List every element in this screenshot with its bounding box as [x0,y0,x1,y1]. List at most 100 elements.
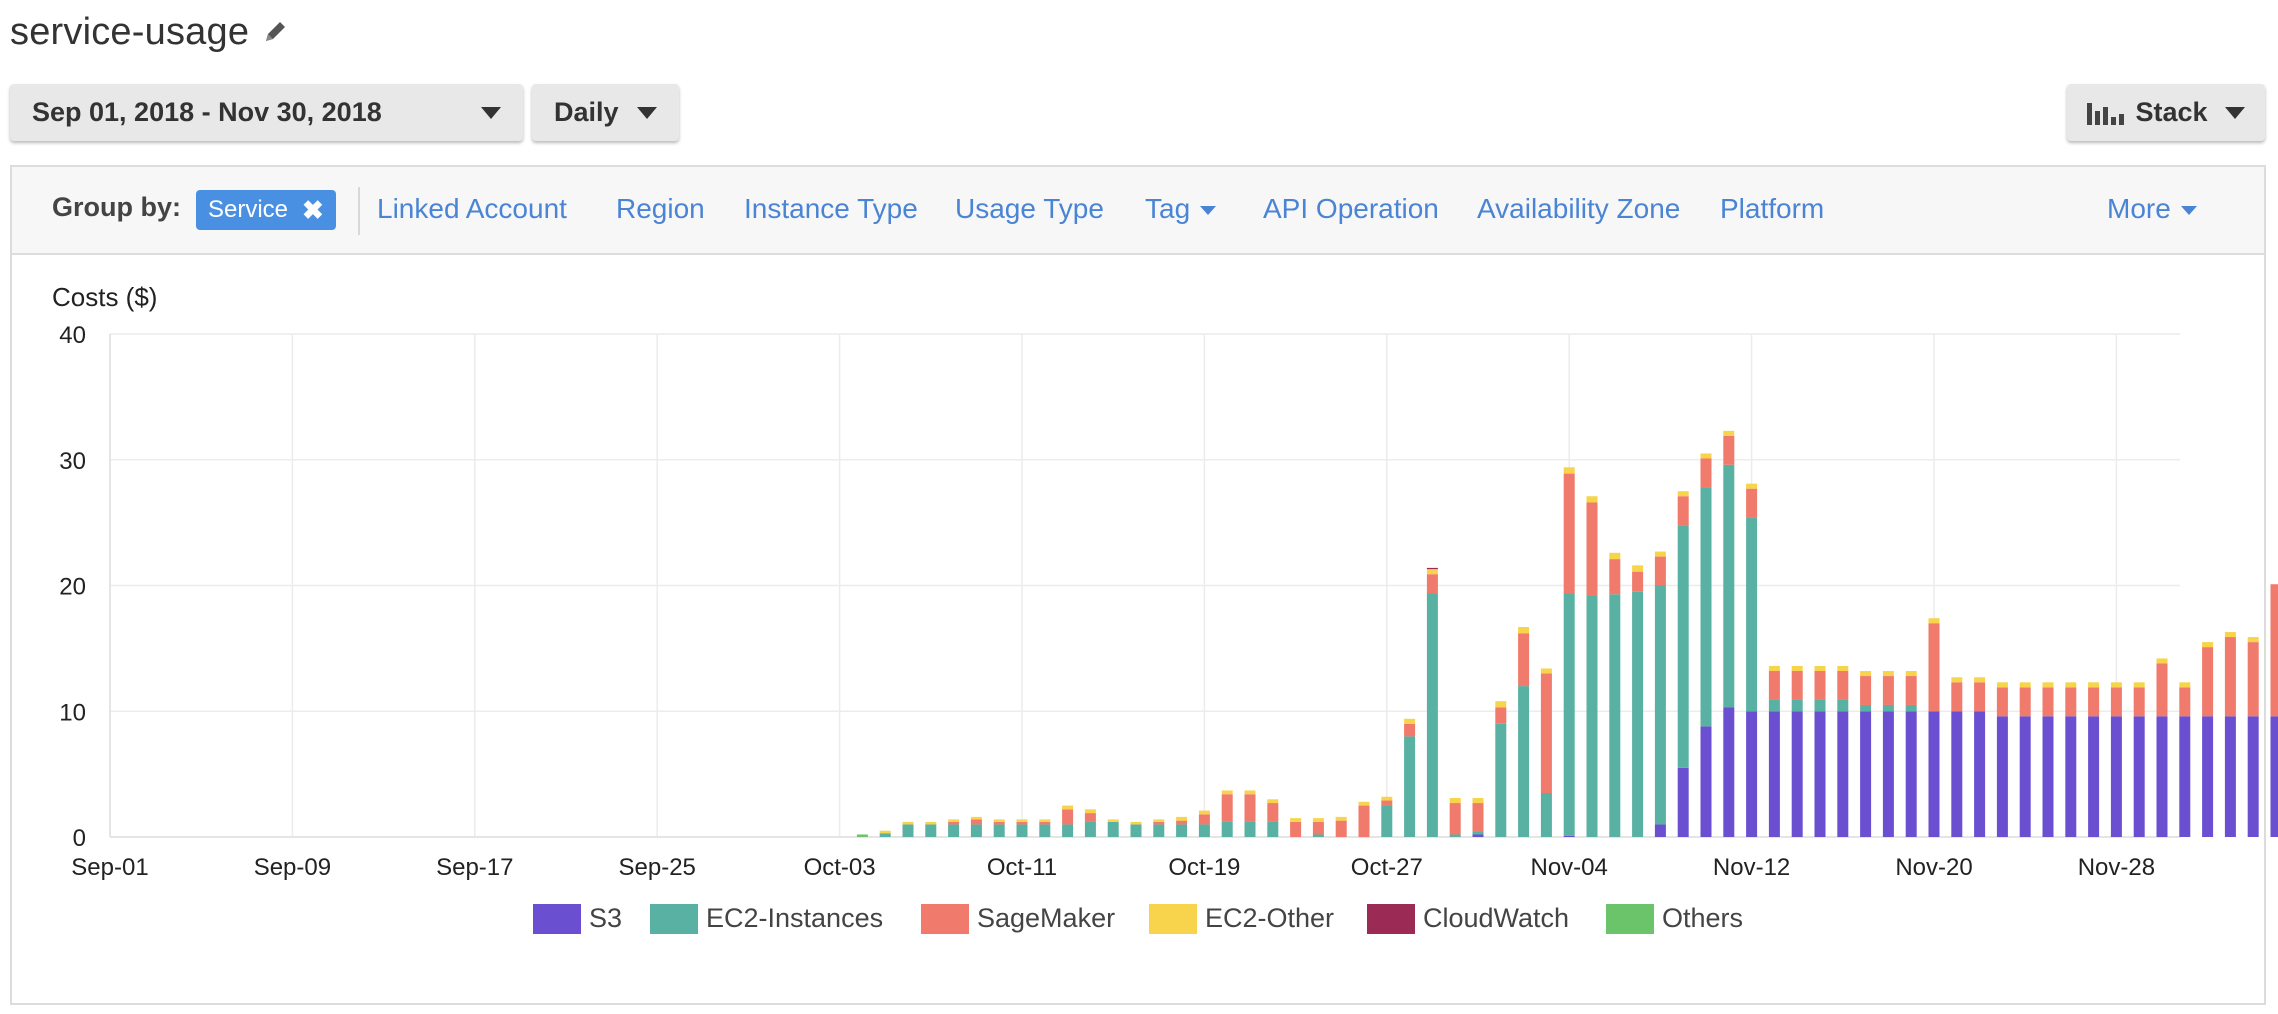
bar-segment-sagemaker [2202,647,2214,717]
x-tick-label: Oct-03 [804,854,876,881]
group-by-instance-type[interactable]: Instance Type [744,193,918,224]
bar-segment-sagemaker [1860,676,1872,705]
granularity-value: Daily [554,97,619,127]
group-by-platform[interactable]: Platform [1720,193,1825,224]
legend-item-s3[interactable]: S3 [533,903,622,934]
legend-item-ec2-instances[interactable]: EC2-Instances [650,903,883,934]
bar-segment-s3 [1563,835,1575,837]
group-by-linked-account[interactable]: Linked Account [377,193,567,224]
bar-segment-sagemaker [1677,496,1689,526]
bar-segment-s3 [1882,711,1894,837]
bar-segment-sagemaker [1746,488,1758,518]
bar-segment-ec2-other [1358,801,1370,806]
bar-segment-ec2-instances [1381,805,1393,837]
bar-segment-sagemaker [1928,623,1940,712]
group-by-availability-zone[interactable]: Availability Zone [1477,193,1681,224]
group-by-chip-service[interactable]: Service ✖ [196,190,336,230]
bar-segment-ec2-other [1746,483,1758,489]
bar-segment-sagemaker [2133,687,2145,717]
bar-segment-sagemaker [1472,803,1484,832]
bar-segment-ec2-instances [1905,704,1917,712]
bar-segment-ec2-instances [1768,699,1780,712]
bar-segment-ec2-other [2088,682,2100,688]
x-tick-label: Oct-11 [987,854,1057,881]
chart-style-dropdown[interactable]: Stack [2067,84,2265,141]
close-icon[interactable]: ✖ [302,195,324,225]
bar-segment-sagemaker [2110,687,2122,717]
bar-segment-sagemaker [1768,671,1780,700]
bar-segment-ec2-other [1563,467,1575,474]
bar-segment-ec2-other [1153,819,1165,822]
bar-segment-ec2-other [1814,665,1826,672]
bar-segment-ec2-other [1632,565,1644,572]
bar-segment-s3 [2224,716,2236,837]
group-by-more[interactable]: More [2107,193,2197,225]
bar-segment-s3 [1768,711,1780,837]
bar-segment-sagemaker [1449,803,1461,835]
bar-segment-sagemaker [1654,556,1666,586]
bar-segment-ec2-instances [1312,834,1324,837]
bar-segment-ec2-other [1221,790,1233,795]
bar-segment-sagemaker [2270,584,2278,717]
y-tick-label: 40 [59,322,86,349]
bar-segment-sagemaker [1039,821,1051,825]
page-title: service-usage [10,10,250,53]
bar-segment-sagemaker [1791,671,1803,700]
bar-segment-ec2-instances [925,824,937,837]
bar-segment-ec2-other [2110,682,2122,688]
bar-segment-sagemaker [1700,458,1712,488]
bar-segment-ec2-other [1176,816,1188,821]
bar-segment-ec2-other [1723,430,1735,436]
bar-segment-ec2-other [2179,682,2191,688]
bar-segment-cloudwatch [1426,567,1438,570]
bar-segment-ec2-other [2042,682,2054,688]
bar-segment-s3 [1700,726,1712,837]
bar-segment-s3 [1996,716,2008,837]
bar-segment-ec2-instances [1449,834,1461,837]
legend-item-sagemaker[interactable]: SageMaker [921,903,1115,934]
bar-segment-ec2-instances [1814,699,1826,712]
granularity-dropdown[interactable]: Daily [532,84,679,141]
bar-segment-ec2-other [1290,818,1302,822]
bar-segment-sagemaker [1312,821,1324,835]
legend-swatch [921,903,969,934]
bar-segment-sagemaker [1974,682,1986,712]
date-range-value: Sep 01, 2018 - Nov 30, 2018 [32,97,382,127]
x-tick-label: Sep-01 [71,854,148,881]
bar-segment-ec2-other [970,816,982,820]
bar-segment-sagemaker [1153,821,1165,825]
divider [358,187,360,235]
bar-segment-ec2-instances [1860,704,1872,712]
bar-segment-sagemaker [1563,473,1575,594]
x-tick-label: Oct-27 [1351,854,1423,881]
group-by-tag[interactable]: Tag [1145,193,1217,225]
bar-segment-ec2-instances [1039,824,1051,837]
legend-label: CloudWatch [1423,903,1570,933]
pencil-icon[interactable] [261,18,289,46]
bar-segment-s3 [1746,711,1758,837]
legend-item-ec2-other[interactable]: EC2-Other [1149,903,1334,934]
bar-segment-ec2-other [1244,790,1256,795]
legend-item-cloudwatch[interactable]: CloudWatch [1367,903,1569,934]
bar-segment-ec2-other [1951,677,1963,683]
x-tick-label: Nov-28 [2078,854,2155,881]
bar-segment-ec2-other [925,821,937,825]
bar-segment-s3 [1905,711,1917,837]
date-range-dropdown[interactable]: Sep 01, 2018 - Nov 30, 2018 [10,84,523,141]
bar-segment-ec2-instances [1495,723,1507,837]
group-by-region[interactable]: Region [616,193,705,224]
y-axis-label: Costs ($) [52,282,157,312]
bar-segment-ec2-other [1267,799,1279,804]
bar-segment-ec2-other [879,830,891,834]
bar-segment-ec2-instances [1130,824,1142,837]
group-by-api-operation[interactable]: API Operation [1263,193,1439,224]
bar-segment-ec2-other [2065,682,2077,688]
bar-segment-ec2-instances [1723,464,1735,708]
bar-segment-s3 [2270,716,2278,837]
legend-swatch [1367,903,1415,934]
bar-segment-sagemaker [2179,687,2191,717]
chevron-down-icon [2180,206,2197,216]
group-by-usage-type[interactable]: Usage Type [955,193,1104,224]
x-tick-label: Nov-04 [1531,854,1608,881]
legend-item-others[interactable]: Others [1606,903,1743,934]
